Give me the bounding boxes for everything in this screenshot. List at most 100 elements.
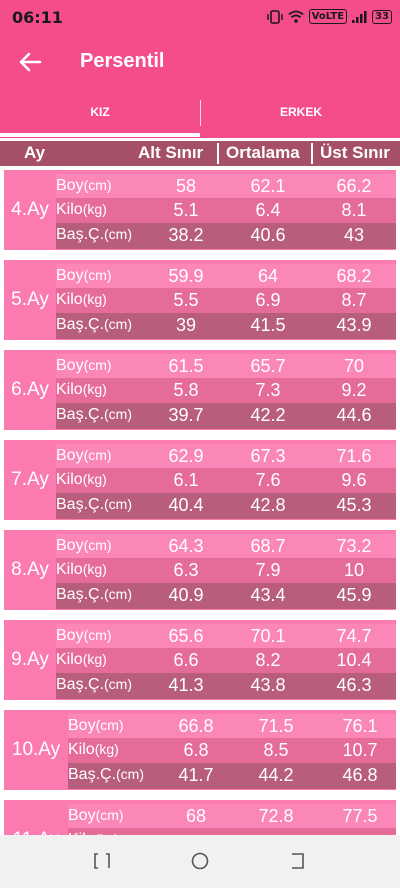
recent-apps-icon[interactable] (92, 852, 112, 870)
measure-row-weight: Kilo(kg) 5.8 7.3 9.2 (56, 378, 396, 404)
measure-name: Kilo (56, 561, 83, 578)
measure-row-head: Baş.Ç.(cm) 41.7 44.2 46.8 (68, 763, 396, 789)
measure-name: Kilo (56, 651, 83, 668)
measure-unit: (kg) (94, 741, 119, 757)
measure-row-head: Baş.Ç.(cm) 39.7 42.2 44.6 (56, 403, 396, 429)
measure-unit: (cm) (83, 447, 112, 463)
max-value: 46.8 (342, 765, 378, 785)
avg-value: 7.3 (255, 380, 281, 400)
measure-label: Boy(cm) (56, 447, 112, 465)
measure-row-height: Boy(cm) 59.9 64 68.2 (56, 264, 396, 290)
measure-row-weight: Kilo(kg) 6.6 8.2 10.4 (56, 648, 396, 674)
measure-label: Boy(cm) (68, 807, 124, 825)
back-arrow-icon[interactable] (16, 48, 46, 76)
min-value: 59.9 (168, 266, 204, 286)
measure-label: Kilo(kg) (56, 651, 107, 669)
max-value: 10 (343, 560, 365, 580)
min-value: 6.8 (183, 740, 209, 760)
avg-value: 71.5 (258, 716, 294, 736)
avg-value: 6.9 (255, 290, 281, 310)
volte-badge: VoLTE (308, 9, 348, 24)
min-value: 62.9 (168, 446, 204, 466)
min-value: 6.1 (173, 470, 199, 490)
measure-row-height: Boy(cm) 61.5 65.7 70 (56, 354, 396, 380)
status-bar: 06:11 VoLTE 33 (0, 0, 400, 36)
month-label: 11.Ay (4, 800, 68, 835)
measure-unit: (cm) (83, 537, 112, 553)
tab-divider (200, 100, 201, 126)
min-value: 58 (175, 176, 197, 196)
measure-label: Boy(cm) (68, 717, 124, 735)
measure-label: Boy(cm) (56, 627, 112, 645)
status-time: 06:11 (12, 8, 63, 27)
header-min: Alt Sınır (138, 143, 204, 162)
measure-label: Kilo(kg) (56, 201, 107, 219)
max-value: 45.3 (336, 495, 372, 515)
measure-row-height: Boy(cm) 62.9 67.3 71.6 (56, 444, 396, 470)
measure-unit: (kg) (82, 381, 107, 397)
max-value: 8.1 (341, 200, 367, 220)
min-value: 5.1 (173, 200, 199, 220)
measure-row-weight: Kilo(kg) 5.1 6.4 8.1 (56, 198, 396, 224)
app-bar: Persentil (0, 36, 400, 88)
tab-kiz[interactable]: KIZ (90, 105, 110, 119)
measure-name: Boy (68, 807, 96, 824)
percentile-list[interactable]: 4.Ay Boy(cm) 58 62.1 66.2 Kilo(kg) 5.1 6.4 8.1 Ba… (0, 166, 400, 835)
measure-label: Boy(cm) (56, 267, 112, 285)
measure-unit: (cm) (104, 676, 133, 692)
measure-label: Baş.Ç.(cm) (56, 226, 132, 244)
measure-unit: (cm) (104, 586, 133, 602)
measure-name: Boy (56, 357, 84, 374)
header-separator (217, 143, 219, 164)
measure-row-head: Baş.Ç.(cm) 38.2 40.6 43 (56, 223, 396, 249)
max-value: 77.5 (342, 806, 378, 826)
avg-value: 7.9 (255, 560, 281, 580)
avg-value: 41.5 (250, 315, 286, 335)
avg-value: 40.6 (250, 225, 286, 245)
month-block: 9.Ay Boy(cm) 65.6 70.1 74.7 Kilo(kg) 6.6 8.2 10.… (4, 620, 396, 700)
measure-row-height: Boy(cm) 58 62.1 66.2 (56, 174, 396, 200)
min-value: 6.6 (173, 650, 199, 670)
avg-value: 8.5 (263, 740, 289, 760)
measure-name: Baş.Ç. (68, 766, 117, 783)
measure-row-height: Boy(cm) 66.8 71.5 76.1 (68, 714, 396, 740)
header-avg: Ortalama (226, 143, 300, 162)
navigation-bar (0, 835, 400, 888)
back-nav-icon[interactable] (288, 852, 308, 870)
measure-label: Baş.Ç.(cm) (56, 316, 132, 334)
tab-erkek[interactable]: ERKEK (279, 105, 322, 119)
min-value: 41.3 (168, 675, 204, 695)
min-value: 39 (175, 315, 197, 335)
max-value: 10.4 (336, 650, 372, 670)
min-value: 61.5 (168, 356, 204, 376)
max-value: 66.2 (336, 176, 372, 196)
month-label: 5.Ay (11, 289, 49, 310)
month-label: 4.Ay (11, 199, 49, 220)
max-value: 44.6 (336, 405, 372, 425)
month-block: 7.Ay Boy(cm) 62.9 67.3 71.6 Kilo(kg) 6.1 7.6 9.6… (4, 440, 396, 520)
avg-value: 62.1 (250, 176, 286, 196)
measure-row-weight: Kilo(kg) 6.1 7.6 9.6 (56, 468, 396, 494)
avg-value: 67.3 (250, 446, 286, 466)
home-icon[interactable] (190, 852, 210, 870)
min-value: 39.7 (168, 405, 204, 425)
month-block: 5.Ay Boy(cm) 59.9 64 68.2 Kilo(kg) 5.5 6.9 8.7 Ba… (4, 260, 396, 340)
measure-name: Baş.Ç. (56, 316, 105, 333)
measure-row-weight: Kilo(kg) 6.3 7.9 10 (56, 558, 396, 584)
measure-label: Boy(cm) (56, 537, 112, 555)
measure-row-height: Boy(cm) 65.6 70.1 74.7 (56, 624, 396, 650)
measure-unit: (cm) (95, 717, 124, 733)
avg-value: 44.2 (258, 765, 294, 785)
max-value: 71.6 (336, 446, 372, 466)
measure-name: Baş.Ç. (56, 586, 105, 603)
avg-value: 43.4 (250, 585, 286, 605)
max-value: 10.7 (342, 740, 378, 760)
max-value: 8.7 (341, 290, 367, 310)
month-label: 9.Ay (11, 649, 49, 670)
measure-unit: (cm) (83, 357, 112, 373)
min-value: 40.4 (168, 495, 204, 515)
month-label: 7.Ay (11, 469, 49, 490)
measure-name: Kilo (56, 201, 83, 218)
measure-label: Baş.Ç.(cm) (56, 676, 132, 694)
